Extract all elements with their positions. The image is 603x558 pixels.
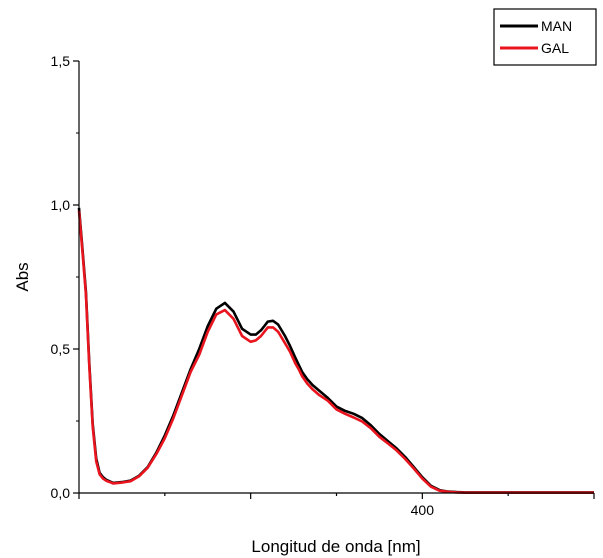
legend: MAN GAL (493, 8, 597, 66)
legend-label-man: MAN (541, 18, 572, 34)
x-ticks: 400 (78, 493, 595, 518)
x-tick-label: 400 (411, 502, 435, 518)
y-axis-title: Abs (13, 262, 32, 291)
y-tick-label: 0,0 (51, 485, 71, 501)
y-ticks: 0,0 0,5 1,0 1,5 (51, 53, 79, 501)
axes (78, 61, 594, 494)
series-line-gal (77, 210, 594, 495)
y-tick-label: 1,0 (51, 197, 71, 213)
y-tick-label: 1,5 (51, 53, 71, 69)
plot-lines (77, 207, 594, 495)
legend-box (493, 8, 597, 66)
series-line-man (77, 207, 594, 494)
x-axis-title: Longitud de onda [nm] (251, 537, 420, 556)
legend-label-gal: GAL (541, 40, 569, 56)
y-tick-label: 0,5 (51, 341, 71, 357)
